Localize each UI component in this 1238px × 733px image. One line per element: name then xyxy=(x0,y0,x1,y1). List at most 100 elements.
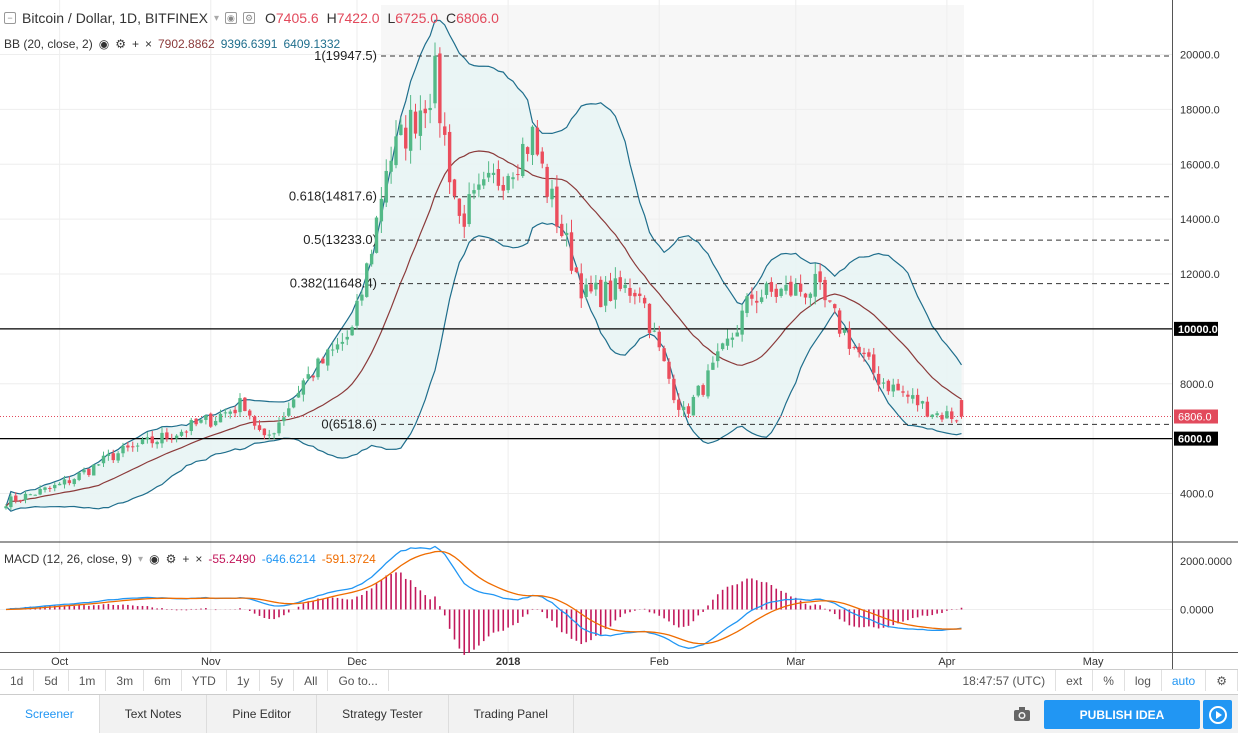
candle xyxy=(33,494,37,496)
candle xyxy=(828,300,832,303)
settings-icon[interactable]: ⚙ xyxy=(165,552,177,566)
candle xyxy=(550,179,554,208)
candle xyxy=(833,303,837,314)
candle-body xyxy=(111,453,115,461)
candle xyxy=(764,281,769,299)
candle xyxy=(340,333,345,351)
bb-label[interactable]: BB (20, close, 2) xyxy=(4,37,93,51)
price-axis-label: 14000.0 xyxy=(1180,214,1220,226)
eye-icon[interactable]: ◉ xyxy=(149,552,160,566)
candle-body xyxy=(516,174,520,176)
settings-icon[interactable]: ⚙ xyxy=(242,12,255,24)
candle xyxy=(511,172,515,189)
axis-option-log[interactable]: log xyxy=(1125,670,1162,691)
macd-value-signal: -591.3724 xyxy=(321,552,376,566)
candle-body xyxy=(433,55,437,104)
candle xyxy=(457,198,462,224)
candle-body xyxy=(925,401,930,417)
candle xyxy=(92,464,96,476)
candle-body xyxy=(706,370,710,397)
eye-icon[interactable]: ◉ xyxy=(224,12,237,24)
range-button-1d[interactable]: 1d xyxy=(0,670,35,691)
candle xyxy=(657,325,661,352)
play-icon[interactable] xyxy=(1203,700,1232,729)
range-button-all[interactable]: All xyxy=(294,670,329,691)
range-button-6m[interactable]: 6m xyxy=(144,670,182,691)
candle-body xyxy=(67,480,72,484)
publish-idea-button[interactable]: PUBLISH IDEA xyxy=(1044,700,1200,729)
clock-display[interactable]: 18:47:57 (UTC) xyxy=(952,670,1057,691)
candle xyxy=(842,327,847,336)
candle xyxy=(316,357,320,380)
candle xyxy=(525,146,530,162)
candle-body xyxy=(930,414,934,418)
candle xyxy=(106,449,111,461)
candle xyxy=(711,356,715,370)
axis-option-ext[interactable]: ext xyxy=(1056,670,1094,691)
candle xyxy=(301,378,306,402)
candle xyxy=(438,47,442,138)
candle-body xyxy=(135,445,140,447)
candle xyxy=(959,399,964,419)
candle xyxy=(574,267,579,274)
candle xyxy=(876,366,881,392)
candle xyxy=(131,441,135,452)
candle-body xyxy=(618,277,622,289)
range-button-goto[interactable]: Go to... xyxy=(328,670,389,691)
tab-text-notes[interactable]: Text Notes xyxy=(100,695,208,733)
candle-body xyxy=(511,177,515,180)
tab-pine-editor[interactable]: Pine Editor xyxy=(207,695,318,733)
candle xyxy=(365,262,369,298)
tab-screener[interactable]: Screener xyxy=(0,695,100,733)
candle-body xyxy=(413,111,418,134)
candle-body xyxy=(160,432,164,444)
candle-body xyxy=(735,332,739,337)
eye-icon[interactable]: ◉ xyxy=(98,37,110,51)
candle xyxy=(150,430,154,448)
price-axis[interactable]: 20000.0 18000.0 16000.0 14000.0 12000.0 8000.… xyxy=(1174,50,1232,617)
tab-trading-panel[interactable]: Trading Panel xyxy=(449,695,574,733)
candle-body xyxy=(896,383,900,391)
candle xyxy=(750,287,754,306)
candle xyxy=(647,303,652,339)
settings-icon[interactable]: ⚙ xyxy=(115,37,126,51)
gear-icon[interactable]: ⚙ xyxy=(1206,670,1238,691)
close-icon[interactable]: × xyxy=(195,552,203,566)
time-axis[interactable]: Oct Nov Dec 2018 Feb Mar Apr May xyxy=(51,656,1104,668)
range-button-3m[interactable]: 3m xyxy=(106,670,145,691)
range-button-5d[interactable]: 5d xyxy=(34,670,69,691)
price-chart[interactable]: 1(19947.5) 0.618(14817.6) 0.5(13233.0) 0.38… xyxy=(0,0,1238,669)
candle xyxy=(545,163,549,204)
axis-option-auto[interactable]: auto xyxy=(1162,670,1207,691)
chevron-down-icon[interactable]: ▾ xyxy=(213,12,219,24)
close-icon[interactable]: × xyxy=(144,37,152,51)
candle xyxy=(223,408,228,418)
candle-body xyxy=(394,136,398,166)
candle-body xyxy=(330,349,335,351)
signal-line xyxy=(5,550,962,645)
candle-body xyxy=(174,435,179,439)
candle-body xyxy=(876,373,881,385)
range-button-1y[interactable]: 1y xyxy=(227,670,261,691)
range-button-5y[interactable]: 5y xyxy=(260,670,295,691)
tab-strategy-tester[interactable]: Strategy Tester xyxy=(317,695,449,733)
axis-option-percent[interactable]: % xyxy=(1093,670,1125,691)
candle xyxy=(813,263,817,305)
collapse-icon[interactable]: − xyxy=(4,12,16,24)
plus-icon[interactable]: + xyxy=(131,37,139,51)
candle-body xyxy=(57,483,62,486)
chevron-down-icon[interactable]: ▾ xyxy=(138,553,144,565)
candle-body xyxy=(603,281,608,306)
candle-body xyxy=(784,284,788,291)
candle-body xyxy=(291,399,296,408)
macd-label[interactable]: MACD (12, 26, close, 9) xyxy=(4,552,133,566)
camera-icon[interactable] xyxy=(1012,704,1032,724)
symbol-title[interactable]: Bitcoin / Dollar, 1D, BITFINEX xyxy=(22,10,208,26)
price-tag-label: 10000.0 xyxy=(1178,324,1218,336)
range-button-1m[interactable]: 1m xyxy=(69,670,107,691)
plus-icon[interactable]: + xyxy=(182,552,190,566)
candle xyxy=(847,321,852,355)
range-button-ytd[interactable]: YTD xyxy=(182,670,227,691)
candle xyxy=(399,117,403,136)
price-axis-label: 4000.0 xyxy=(1180,489,1214,501)
